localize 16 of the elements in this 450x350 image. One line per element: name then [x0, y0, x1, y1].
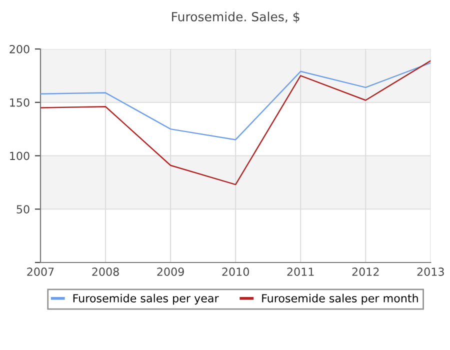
x-tick-label: 2010 [222, 268, 249, 276]
x-tick-label: 2012 [352, 268, 379, 276]
x-tick-label: 2013 [417, 268, 444, 276]
x-tick-label: 2009 [157, 268, 184, 276]
y-tick-label: 50 [16, 205, 30, 214]
x-tick-label: 2007 [27, 268, 54, 276]
y-tick-label: 150 [10, 98, 30, 107]
y-tick-label: 200 [10, 44, 30, 54]
y-tick-label: 100 [10, 152, 30, 160]
line-series [40, 62, 431, 140]
x-tick-label: 2008 [92, 268, 119, 276]
line-series [40, 60, 431, 186]
legend-label: Furosemide sales per year [73, 294, 219, 305]
x-tick-label: 2011 [287, 268, 314, 276]
legend-label: Furosemide sales per month [262, 294, 418, 305]
chart-title: Furosemide. Sales, $ [172, 12, 300, 24]
